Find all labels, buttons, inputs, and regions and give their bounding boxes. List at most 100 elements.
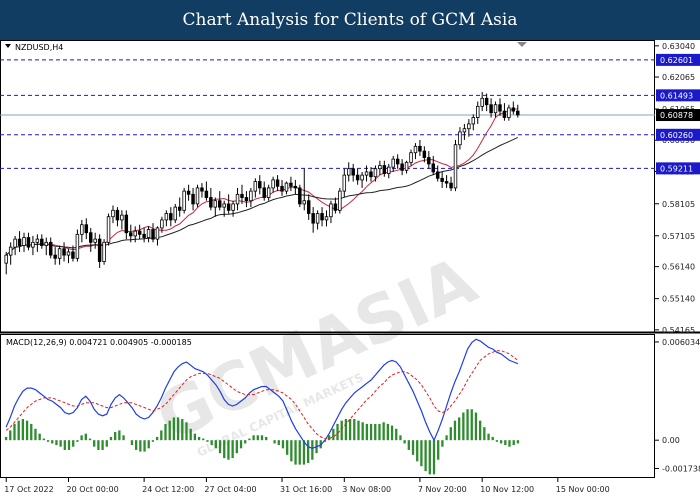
candle — [133, 226, 137, 243]
candle — [44, 237, 48, 256]
chart-shift-marker-icon[interactable] — [517, 42, 527, 47]
candle — [84, 218, 89, 240]
candle-body-bear — [382, 165, 387, 174]
candle-body-bull — [413, 145, 418, 154]
symbol-label: NZDUSD,H4 — [15, 43, 63, 52]
candle-body-bear — [489, 104, 493, 114]
candle-body-bear — [53, 254, 57, 259]
candle — [120, 210, 124, 230]
time-tick-label: 3 Nov 08:00 — [342, 485, 391, 494]
level-badge — [656, 89, 700, 102]
macd-indicator-label: MACD(12,26,9) 0.004721 0.004905 -0.00018… — [6, 338, 192, 347]
candle-body-bear — [280, 185, 284, 192]
candle-body-bear — [289, 182, 293, 187]
candle-body-bear — [200, 187, 204, 192]
candle — [289, 176, 293, 192]
candle-body-bull — [249, 190, 253, 202]
candle-body-bull — [164, 213, 169, 221]
candle — [4, 251, 8, 275]
candle — [200, 183, 204, 198]
candle-body-bull — [155, 227, 160, 240]
candle — [209, 187, 213, 211]
candle-body-bull — [173, 206, 177, 221]
candle-body-bull — [222, 203, 226, 208]
candle-body-bull — [213, 200, 218, 208]
candle-body-bear — [191, 193, 195, 205]
price-tick-label: 0.58105 — [662, 200, 695, 209]
moving-averages — [5, 108, 519, 256]
candle-body-bull — [342, 174, 347, 192]
candle — [129, 224, 133, 243]
price-tick-label: 0.56140 — [662, 263, 695, 272]
candle — [31, 235, 35, 256]
candle — [453, 139, 458, 192]
candle-body-bear — [440, 177, 444, 182]
candle-body-bull — [493, 104, 498, 114]
price-tick-label: 0.63040 — [662, 42, 695, 51]
candle-body-bull — [80, 224, 84, 235]
candle — [235, 187, 240, 211]
candle-body-bear — [218, 200, 222, 208]
time-tick-label: 17 Oct 2022 — [4, 485, 53, 494]
time-tick-label: 24 Oct 12:00 — [142, 485, 194, 494]
candle-body-bear — [244, 197, 249, 202]
candle-body-bull — [266, 187, 271, 198]
candle — [315, 210, 320, 230]
candle-body-bull — [404, 161, 409, 171]
candle — [115, 207, 120, 227]
dropdown-triangle-icon[interactable] — [5, 44, 11, 48]
candle — [418, 139, 422, 156]
candle-body-bear — [444, 181, 449, 184]
candle-body-bull — [44, 241, 48, 246]
candle-body-bear — [240, 193, 244, 198]
candle-body-bear — [142, 233, 146, 238]
candle-body-bear — [124, 214, 129, 234]
chart-title-bar: Chart Analysis for Clients of GCM Asia — [0, 0, 700, 40]
candle — [449, 176, 453, 192]
candle-body-bear — [84, 224, 89, 234]
candle — [57, 245, 62, 265]
candle-body-bull — [8, 246, 13, 256]
candle — [244, 191, 249, 208]
candle — [266, 184, 271, 201]
candle — [298, 184, 302, 208]
candle — [62, 242, 66, 262]
candle — [22, 232, 26, 252]
candle — [311, 207, 315, 233]
candle — [493, 101, 498, 118]
candle-body-bear — [400, 163, 404, 171]
candle-body-bear — [298, 187, 302, 205]
candle — [382, 160, 387, 177]
candle — [26, 232, 31, 251]
chart-canvas[interactable]: GCMASIA GLOBAL CAPITAL MARKETS NZDUSD,H4… — [0, 40, 700, 500]
candle-body-bull — [338, 190, 342, 211]
candle — [378, 160, 382, 176]
ma-slow-line — [5, 136, 519, 256]
candle — [484, 93, 489, 112]
candle — [320, 207, 324, 227]
candle — [502, 103, 507, 121]
candle-body-bull — [480, 97, 484, 107]
macd-indicator — [4, 338, 520, 475]
time-tick-label: 10 Nov 12:00 — [480, 485, 534, 494]
candle-body-bear — [333, 203, 338, 211]
candle — [435, 165, 440, 182]
candle-body-bull — [195, 187, 200, 205]
candle-body-bull — [378, 165, 382, 170]
candle-body-bear — [262, 187, 266, 198]
candle-body-bull — [120, 214, 124, 221]
candle — [373, 165, 378, 182]
candle-body-bull — [106, 216, 111, 243]
candle — [155, 226, 160, 246]
candle — [253, 178, 258, 198]
candle-body-bull — [57, 248, 62, 259]
symbol-selector[interactable]: NZDUSD,H4 — [5, 43, 63, 52]
candle — [431, 155, 435, 176]
candle — [48, 237, 53, 259]
candle-body-bull — [160, 219, 164, 229]
candle — [89, 227, 93, 252]
candle-body-bull — [146, 229, 151, 238]
time-tick-label: 7 Nov 20:00 — [418, 485, 467, 494]
candle-body-bear — [71, 251, 75, 259]
candle-body-bull — [315, 213, 320, 224]
